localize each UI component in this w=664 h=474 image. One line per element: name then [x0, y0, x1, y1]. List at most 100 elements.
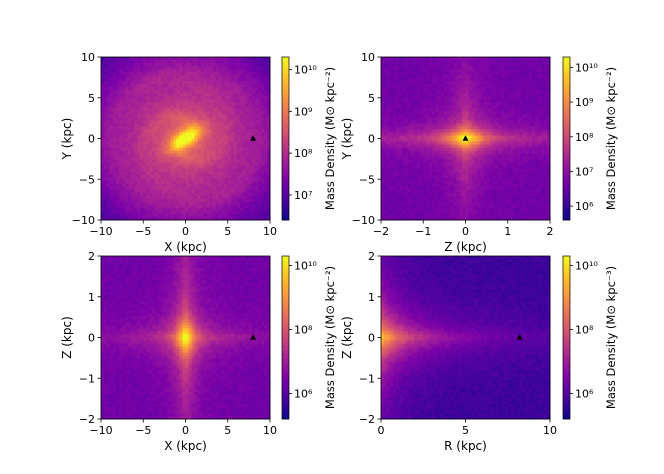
heatmap-cell	[432, 171, 436, 176]
heatmap-cell	[429, 99, 433, 103]
heatmap-cell	[381, 204, 385, 209]
heatmap-cell	[107, 102, 111, 106]
heatmap-cell	[242, 162, 247, 167]
heatmap-cell	[167, 210, 171, 215]
heatmap-cell	[182, 204, 186, 209]
heatmap-cell	[239, 195, 244, 200]
heatmap-cell	[402, 60, 406, 64]
heatmap-cell	[426, 69, 430, 73]
heatmap-cell	[387, 57, 391, 61]
heatmap-cell	[396, 123, 400, 127]
heatmap-cell	[203, 168, 208, 173]
heatmap-cell	[173, 180, 177, 185]
heatmap-cell	[218, 105, 223, 109]
heatmap-cell	[161, 216, 165, 221]
heatmap-cell	[242, 81, 247, 85]
heatmap-cell	[396, 189, 400, 194]
heatmap-cell	[444, 129, 448, 133]
heatmap-cell	[236, 90, 241, 94]
heatmap-cell	[116, 171, 120, 176]
heatmap-cell	[426, 96, 430, 100]
heatmap-cell	[233, 141, 238, 145]
heatmap-cell	[170, 141, 174, 145]
heatmap-cell	[248, 129, 253, 133]
heatmap-cell	[251, 126, 256, 130]
heatmap-cell	[173, 198, 177, 203]
colorbar-tick-label: 10⁸	[294, 147, 313, 160]
heatmap-cell	[474, 144, 478, 148]
heatmap-cell	[260, 84, 265, 88]
heatmap-cell	[143, 81, 147, 85]
heatmap-cell	[191, 216, 195, 221]
heatmap-cell	[390, 117, 394, 121]
heatmap-cell	[209, 126, 214, 130]
heatmap-cell	[471, 156, 475, 161]
heatmap-cell	[426, 87, 430, 91]
heatmap-cell	[233, 198, 238, 203]
heatmap-cell	[266, 102, 271, 106]
heatmap-cell	[182, 60, 186, 64]
heatmap-cell	[140, 57, 144, 61]
heatmap-cell	[399, 126, 403, 130]
heatmap-cell	[152, 117, 156, 121]
heatmap-cell	[209, 165, 214, 170]
heatmap-cell	[245, 78, 250, 82]
heatmap-cell	[128, 168, 132, 173]
heatmap-cell	[167, 126, 171, 130]
heatmap-cell	[465, 108, 469, 112]
heatmap-cell	[143, 114, 147, 118]
heatmap-cell	[218, 75, 223, 79]
heatmap-cell	[224, 93, 229, 97]
heatmap-cell	[429, 81, 433, 85]
heatmap-cell	[447, 198, 451, 203]
heatmap-cell	[233, 69, 238, 73]
heatmap-cell	[161, 204, 165, 209]
heatmap-cell	[170, 159, 174, 164]
heatmap-cell	[134, 189, 138, 194]
heatmap-cell	[426, 108, 430, 112]
heatmap-cell	[194, 96, 198, 100]
heatmap-cell	[131, 210, 135, 215]
heatmap-cell	[170, 186, 174, 191]
heatmap-cell	[128, 159, 132, 164]
heatmap-cell	[480, 78, 485, 82]
heatmap-cell	[188, 96, 192, 100]
heatmap-cell	[155, 108, 159, 112]
heatmap-cell	[104, 138, 108, 142]
heatmap-cell	[113, 72, 117, 76]
heatmap-cell	[179, 120, 183, 124]
heatmap-cell	[480, 93, 485, 97]
heatmap-cell	[435, 102, 439, 106]
heatmap-cell	[405, 180, 409, 185]
heatmap-cell	[203, 75, 208, 79]
heatmap-cell	[251, 165, 256, 170]
heatmap-cell	[471, 153, 475, 158]
heatmap-cell	[438, 216, 442, 221]
heatmap-cell	[387, 117, 391, 121]
heatmap-cell	[432, 204, 436, 209]
heatmap-cell	[104, 198, 108, 203]
heatmap-cell	[122, 198, 126, 203]
heatmap-cell	[182, 90, 186, 94]
heatmap-cell	[432, 72, 436, 76]
heatmap-cell	[152, 87, 156, 91]
heatmap-cell	[432, 69, 436, 73]
heatmap-cell	[212, 147, 217, 151]
heatmap-cell	[384, 75, 388, 79]
heatmap-cell	[125, 174, 129, 179]
heatmap-cell	[125, 156, 129, 161]
heatmap-cell	[116, 129, 120, 133]
heatmap-cell	[215, 114, 220, 118]
heatmap-cell	[224, 120, 229, 124]
heatmap-cell	[263, 177, 268, 182]
heatmap-cell	[468, 63, 472, 67]
heatmap-cell	[179, 96, 183, 100]
heatmap-cell	[471, 207, 475, 212]
heatmap-cell	[387, 129, 391, 133]
heatmap-cell	[227, 96, 232, 100]
heatmap-cell	[185, 57, 189, 61]
heatmap-cell	[399, 216, 403, 221]
heatmap-cell	[110, 216, 114, 221]
heatmap-cell	[414, 117, 418, 121]
heatmap-cell	[251, 153, 256, 158]
